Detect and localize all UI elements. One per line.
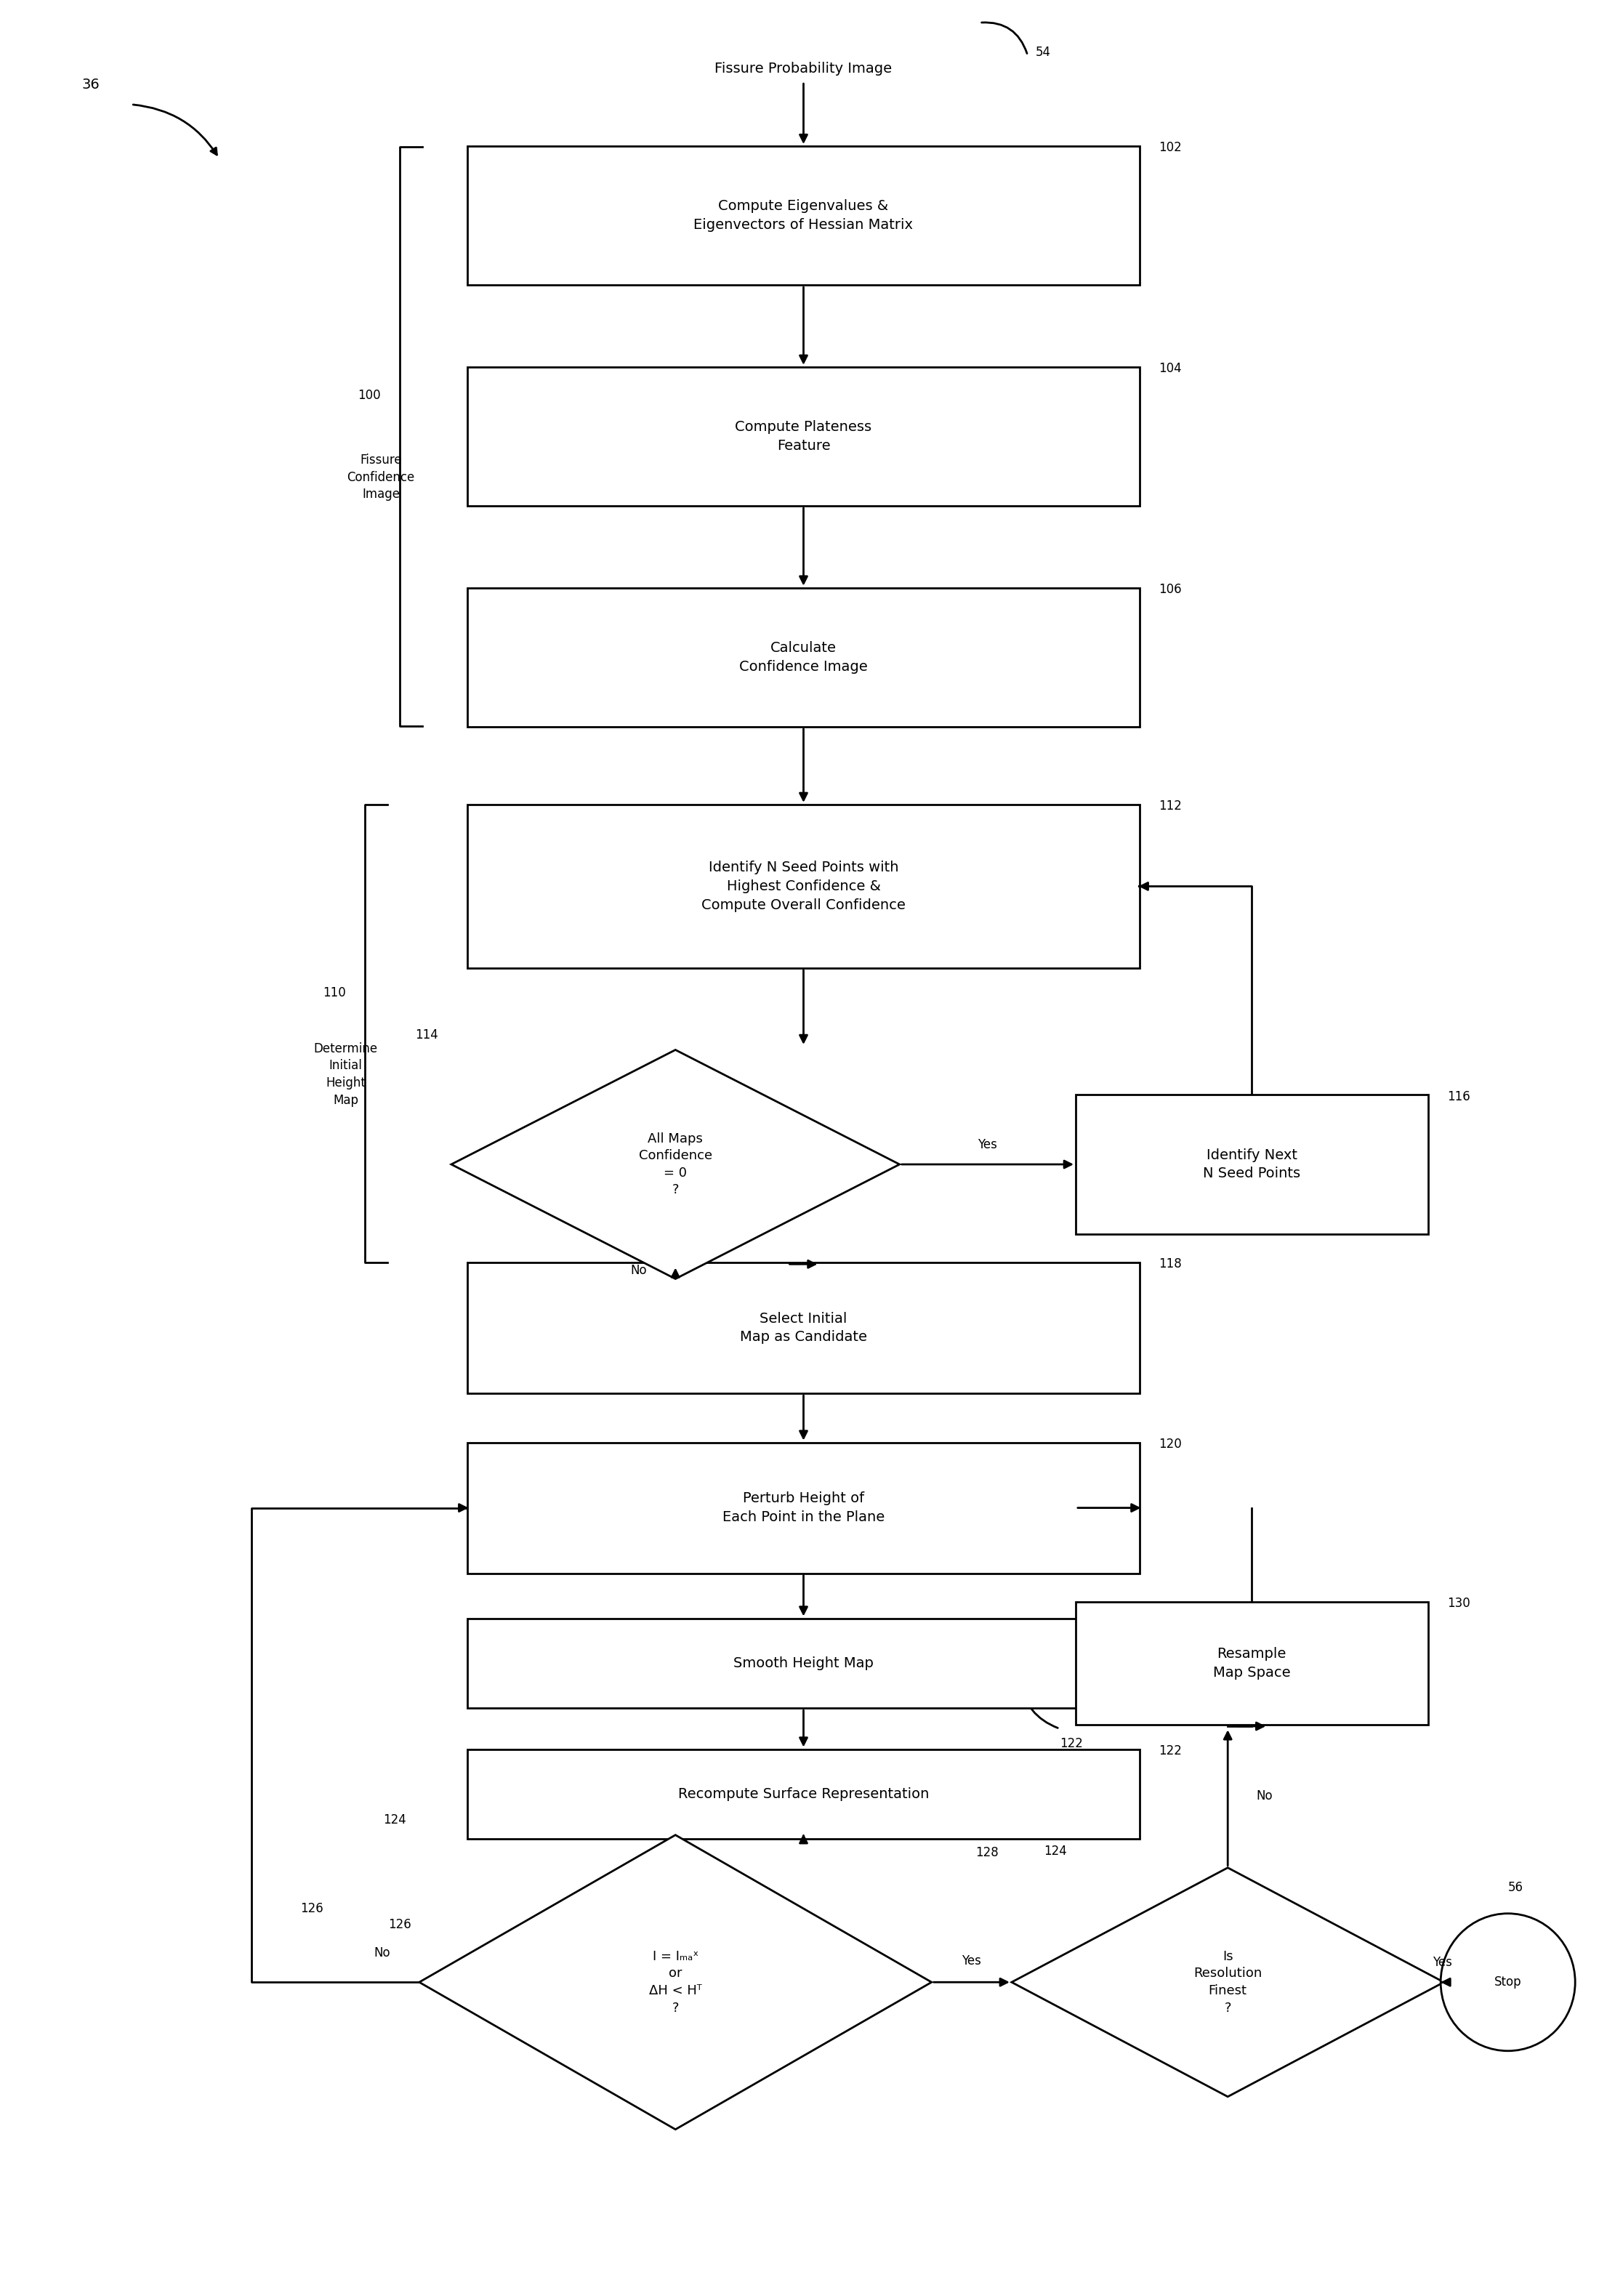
FancyBboxPatch shape — [468, 1442, 1139, 1573]
FancyBboxPatch shape — [468, 588, 1139, 728]
Text: 122: 122 — [1059, 1736, 1083, 1750]
Text: 128: 128 — [975, 1846, 1000, 1860]
Text: Stop: Stop — [1495, 1975, 1522, 1988]
Text: 110: 110 — [323, 985, 346, 999]
FancyBboxPatch shape — [468, 1263, 1139, 1394]
FancyBboxPatch shape — [468, 147, 1139, 285]
Text: 54: 54 — [1035, 46, 1051, 60]
Text: 130: 130 — [1446, 1598, 1470, 1609]
Text: Is
Resolution
Finest
?: Is Resolution Finest ? — [1194, 1949, 1261, 2014]
Text: Recompute Surface Representation: Recompute Surface Representation — [678, 1786, 929, 1800]
Text: 118: 118 — [1159, 1258, 1183, 1270]
Circle shape — [1440, 1913, 1575, 2050]
Text: Yes: Yes — [963, 1954, 982, 1968]
Text: Calculate
Confidence Image: Calculate Confidence Image — [739, 641, 868, 673]
Text: 56: 56 — [1509, 1880, 1523, 1894]
Text: 126: 126 — [301, 1901, 323, 1915]
Text: All Maps
Confidence
= 0
?: All Maps Confidence = 0 ? — [638, 1132, 712, 1196]
Text: 124: 124 — [384, 1814, 407, 1828]
Polygon shape — [419, 1835, 932, 2128]
Text: 116: 116 — [1446, 1091, 1470, 1102]
Text: 36: 36 — [82, 78, 100, 92]
Text: Compute Eigenvalues &
Eigenvectors of Hessian Matrix: Compute Eigenvalues & Eigenvectors of He… — [694, 200, 913, 232]
Text: Identify Next
N Seed Points: Identify Next N Seed Points — [1204, 1148, 1300, 1180]
Text: No: No — [630, 1265, 646, 1277]
FancyBboxPatch shape — [468, 1619, 1139, 1708]
Polygon shape — [1012, 1867, 1443, 2096]
Text: No: No — [1257, 1789, 1273, 1802]
Text: Yes: Yes — [1432, 1956, 1453, 1970]
Text: I = Iₘₐˣ
or
ΔH < Hᵀ
?: I = Iₘₐˣ or ΔH < Hᵀ ? — [649, 1949, 702, 2014]
Text: 124: 124 — [1043, 1844, 1067, 1857]
Text: 122: 122 — [1159, 1745, 1183, 1756]
Text: 104: 104 — [1159, 363, 1181, 374]
Text: No: No — [374, 1947, 391, 1958]
Text: 126: 126 — [389, 1919, 411, 1931]
Text: Perturb Height of
Each Point in the Plane: Perturb Height of Each Point in the Plan… — [723, 1492, 884, 1525]
Text: Smooth Height Map: Smooth Height Map — [733, 1655, 874, 1669]
Text: Select Initial
Map as Candidate: Select Initial Map as Candidate — [739, 1311, 868, 1343]
Text: 114: 114 — [415, 1029, 439, 1042]
Text: 100: 100 — [358, 388, 381, 402]
Text: Resample
Map Space: Resample Map Space — [1213, 1646, 1290, 1678]
Text: 106: 106 — [1159, 583, 1181, 597]
Text: 102: 102 — [1159, 142, 1183, 154]
FancyBboxPatch shape — [468, 367, 1139, 505]
FancyBboxPatch shape — [1075, 1603, 1429, 1724]
FancyBboxPatch shape — [1075, 1095, 1429, 1233]
Text: Yes: Yes — [977, 1139, 998, 1150]
FancyBboxPatch shape — [468, 1750, 1139, 1839]
Text: Identify N Seed Points with
Highest Confidence &
Compute Overall Confidence: Identify N Seed Points with Highest Conf… — [701, 861, 906, 912]
Text: 112: 112 — [1159, 799, 1183, 813]
Polygon shape — [452, 1049, 900, 1279]
Text: Fissure
Confidence
Image: Fissure Confidence Image — [347, 455, 415, 501]
Text: Determine
Initial
Height
Map: Determine Initial Height Map — [313, 1042, 378, 1107]
Text: Compute Plateness
Feature: Compute Plateness Feature — [734, 420, 873, 452]
FancyBboxPatch shape — [468, 804, 1139, 969]
Text: Fissure Probability Image: Fissure Probability Image — [715, 62, 892, 76]
Text: 120: 120 — [1159, 1437, 1183, 1451]
